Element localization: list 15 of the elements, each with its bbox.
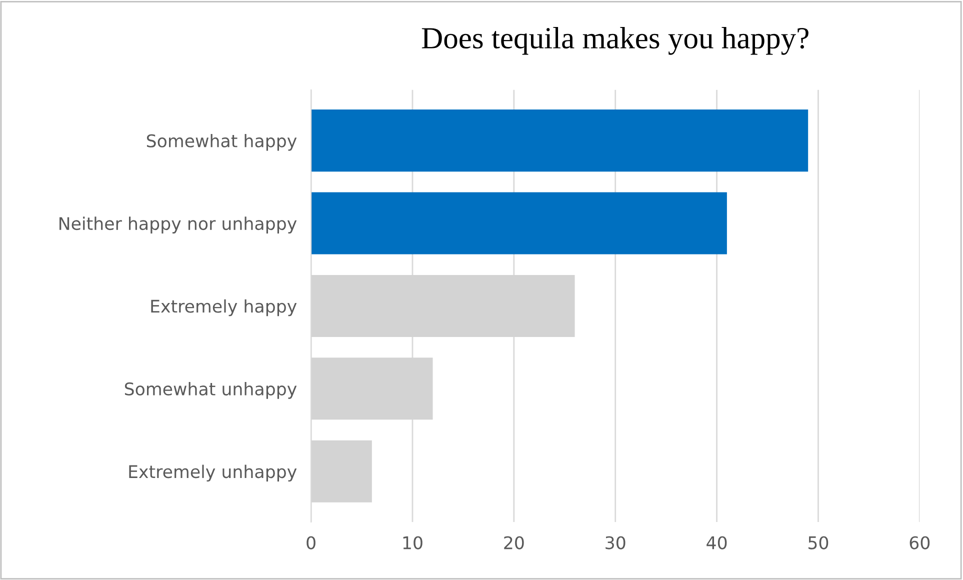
x-tick-label: 60 [910, 536, 930, 550]
x-tick-label: 30 [606, 536, 626, 550]
x-tick-label: 50 [808, 536, 828, 550]
y-tick-label: Somewhat happy [146, 134, 297, 151]
x-tick-label: 0 [306, 536, 316, 550]
chart-title: Does tequila makes you happy? [422, 27, 808, 55]
bar [311, 192, 727, 254]
x-tick-label: 40 [706, 536, 727, 550]
x-tick-label: 20 [504, 536, 524, 550]
bar [311, 110, 808, 172]
y-tick-label: Extremely unhappy [129, 464, 297, 482]
x-tick-label: 10 [403, 536, 422, 550]
y-tick-label: Neither happy nor unhappy [60, 216, 297, 234]
y-tick-label: Extremely happy [151, 299, 297, 316]
y-tick-label: Somewhat unhappy [124, 382, 297, 399]
